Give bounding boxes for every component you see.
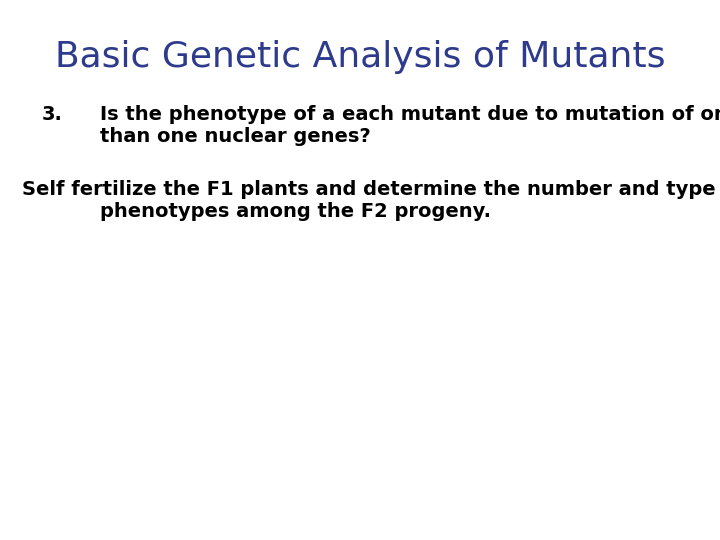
Text: Is the phenotype of a each mutant due to mutation of one or more: Is the phenotype of a each mutant due to… [100, 105, 720, 124]
Text: 3.: 3. [42, 105, 63, 124]
Text: Self fertilize the F1 plants and determine the number and type of mutant: Self fertilize the F1 plants and determi… [22, 180, 720, 199]
Text: Basic Genetic Analysis of Mutants: Basic Genetic Analysis of Mutants [55, 40, 665, 74]
Text: than one nuclear genes?: than one nuclear genes? [100, 127, 371, 146]
Text: phenotypes among the F2 progeny.: phenotypes among the F2 progeny. [100, 202, 491, 221]
